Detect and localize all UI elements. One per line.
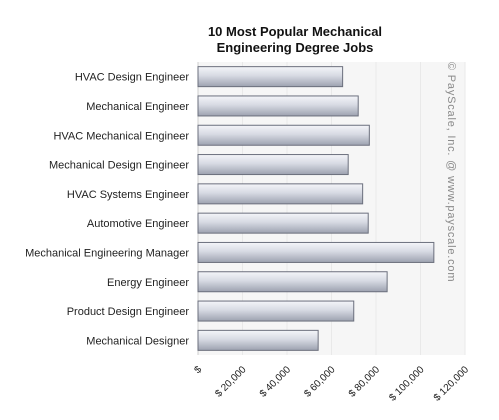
category-label: Energy Engineer	[107, 277, 189, 289]
bar	[197, 154, 349, 176]
bar	[197, 212, 369, 234]
bar	[197, 241, 435, 263]
x-tick-label: $ 100,000	[387, 364, 427, 404]
bar	[197, 271, 388, 293]
category-label: Mechanical Engineering Manager	[25, 247, 189, 259]
x-tick-labels: $ $ 20,000 $ 40,000 $ 60,000 $ 80,000 $ 100,0…	[192, 364, 471, 404]
bar	[197, 300, 355, 322]
category-label: Mechanical Design Engineer	[49, 160, 189, 172]
bar	[197, 183, 364, 205]
chart-title: 10 Most Popular Mechanical Engineering D…	[195, 24, 395, 56]
x-tick-label: $ 120,000	[432, 364, 472, 404]
x-tick-label: $	[192, 364, 204, 376]
category-labels: HVAC Design Engineer Mechanical Engineer H…	[25, 72, 189, 348]
watermark-text: © PayScale, Inc. @ www.payscale.com	[445, 62, 457, 283]
category-label: Product Design Engineer	[67, 306, 190, 318]
bars	[197, 66, 435, 351]
category-label: Mechanical Engineer	[86, 101, 189, 113]
bar	[197, 66, 344, 88]
chart-title-line-1: 10 Most Popular Mechanical	[207, 24, 383, 39]
x-tick-label: $ 40,000	[258, 364, 294, 400]
bar	[197, 124, 370, 146]
x-tick-label: $ 60,000	[302, 364, 338, 400]
x-tick-label: $ 20,000	[213, 364, 249, 400]
x-tick-label: $ 80,000	[347, 364, 383, 400]
category-label: HVAC Mechanical Engineer	[53, 130, 189, 142]
chart-title-line-2: Engineering Degree Jobs	[216, 40, 374, 55]
category-label: HVAC Systems Engineer	[67, 189, 189, 201]
category-label: HVAC Design Engineer	[75, 72, 189, 84]
bar	[197, 95, 359, 117]
category-label: Automotive Engineer	[87, 218, 189, 230]
bar	[197, 329, 319, 351]
category-label: Mechanical Designer	[86, 335, 189, 347]
